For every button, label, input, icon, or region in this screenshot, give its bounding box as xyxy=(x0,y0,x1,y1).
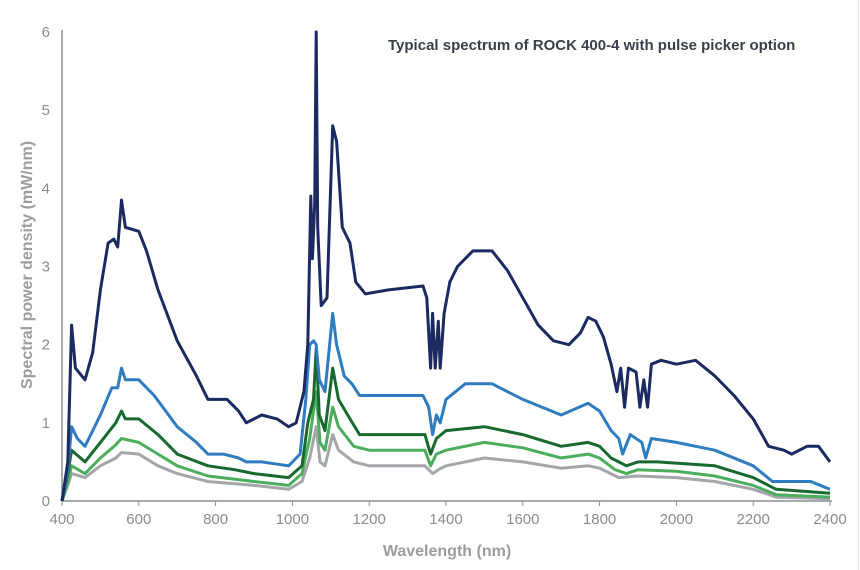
x-tick-label: 600 xyxy=(126,511,151,528)
x-tick-label: 2200 xyxy=(737,511,770,528)
x-tick-label: 1400 xyxy=(429,511,462,528)
x-tick-label: 400 xyxy=(49,511,74,528)
series-line-gray xyxy=(60,425,831,502)
y-tick-label: 6 xyxy=(42,24,50,41)
x-tick-label: 2000 xyxy=(660,511,693,528)
y-tick-label: 0 xyxy=(42,493,50,510)
series-line-blue xyxy=(60,311,831,502)
series-line-dark-green xyxy=(60,347,831,502)
x-axis-title: Wavelength (nm) xyxy=(383,543,511,560)
x-tick-label: 1600 xyxy=(506,511,539,528)
x-tick-label: 800 xyxy=(203,511,228,528)
series-line-navy xyxy=(60,30,832,502)
x-tick-label: 1800 xyxy=(583,511,616,528)
frame-border xyxy=(858,0,859,570)
y-tick-label: 1 xyxy=(42,415,50,432)
x-tick-label: 2400 xyxy=(813,511,846,528)
y-tick-label: 3 xyxy=(42,259,50,276)
y-tick-label: 2 xyxy=(42,337,50,354)
series-line-light-green xyxy=(60,390,831,502)
y-axis-title: Spectral power density (mW/nm) xyxy=(19,141,36,389)
y-tick-label: 4 xyxy=(42,180,50,197)
x-tick-label: 1000 xyxy=(276,511,309,528)
chart-title: Typical spectrum of ROCK 400-4 with puls… xyxy=(388,37,795,54)
x-tick-label: 1200 xyxy=(353,511,386,528)
y-tick-label: 5 xyxy=(42,102,50,119)
